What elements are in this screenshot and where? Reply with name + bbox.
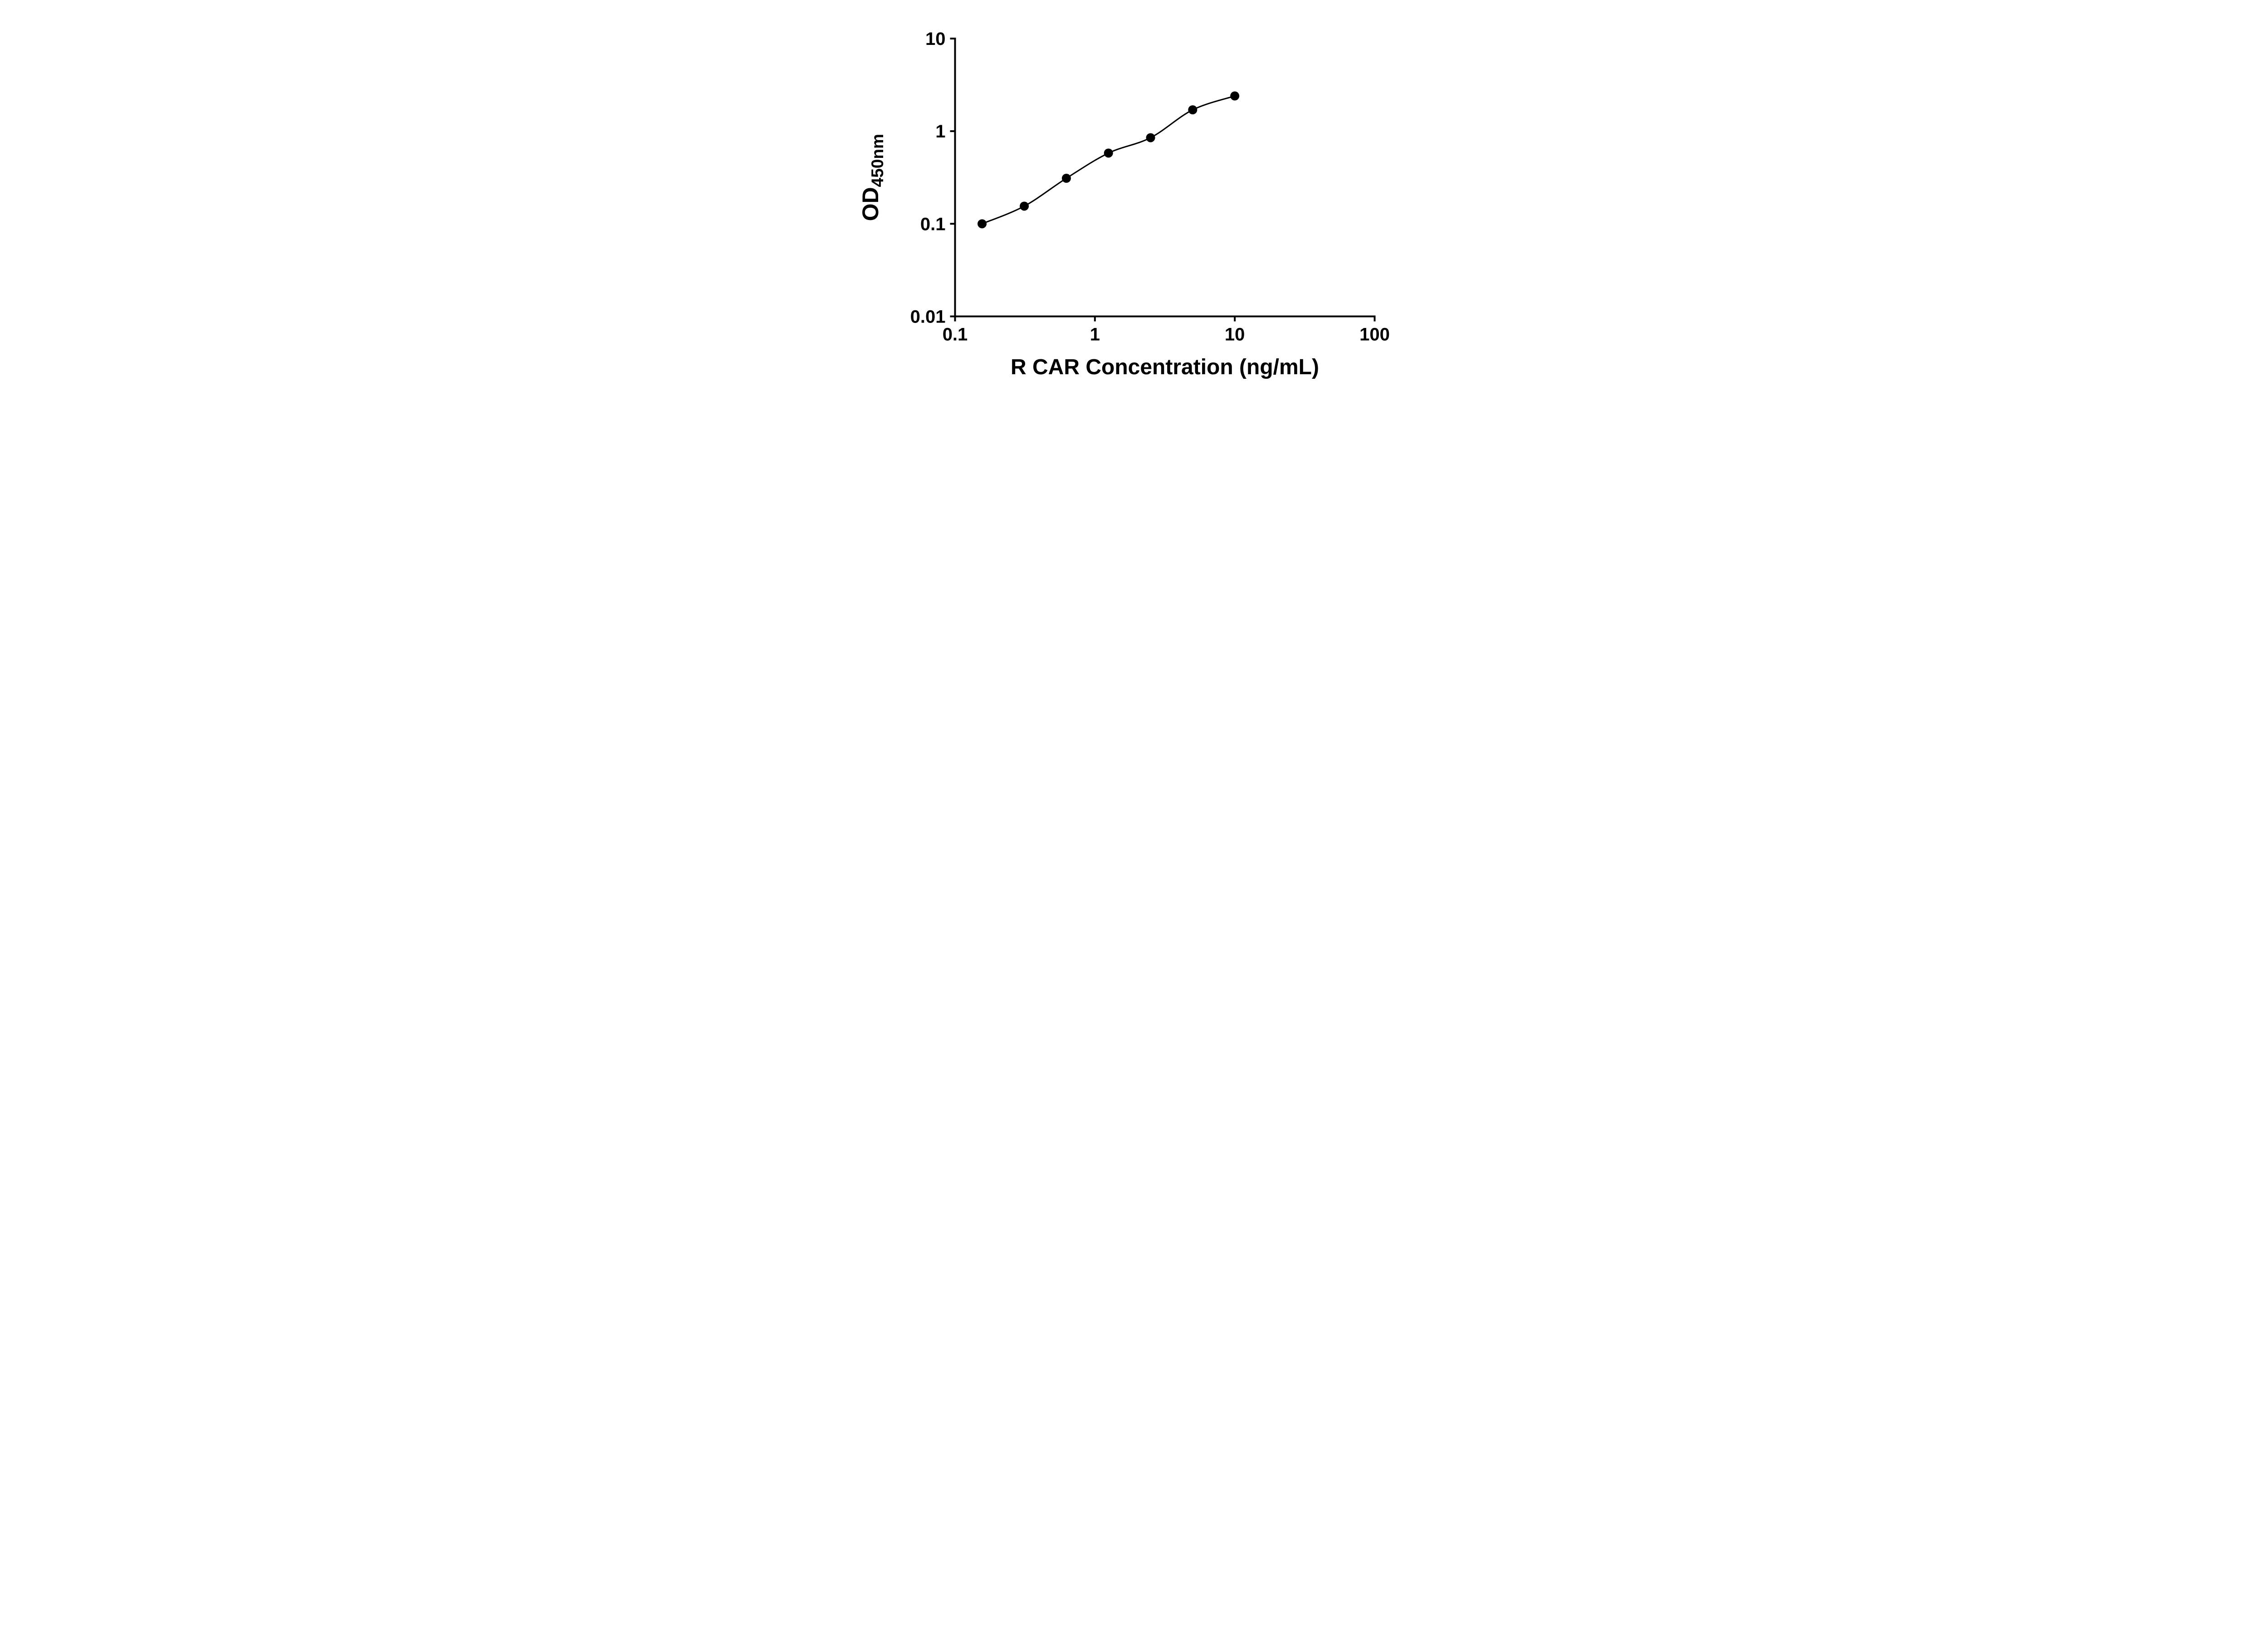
y-tick-label: 0.1 (920, 214, 945, 234)
data-point (1061, 174, 1071, 183)
x-axis-title: R CAR Concentration (ng/mL) (1011, 355, 1319, 379)
y-axis-title-subscript: 450nm (868, 134, 887, 187)
x-tick-label: 0.1 (942, 325, 968, 345)
y-axis-title: OD450nm (858, 134, 887, 221)
plot-background (842, 0, 1426, 408)
y-tick-label: 10 (925, 29, 946, 49)
data-point (1104, 148, 1113, 158)
x-tick-label: 100 (1359, 325, 1390, 345)
x-tick-label: 10 (1224, 325, 1245, 345)
y-tick-label: 1 (935, 122, 945, 142)
data-point (977, 219, 987, 229)
data-point (1230, 91, 1239, 101)
y-tick-label: 0.01 (910, 307, 945, 327)
data-point (1188, 105, 1197, 115)
elisa-standard-curve-figure: 0.1 1 10 100 0.01 0.1 1 10 R CAR Concentration (… (842, 0, 1426, 408)
y-axis-title-main: OD (858, 187, 883, 221)
data-point (1019, 201, 1029, 211)
x-tick-label: 1 (1090, 325, 1100, 345)
data-point (1146, 133, 1155, 142)
